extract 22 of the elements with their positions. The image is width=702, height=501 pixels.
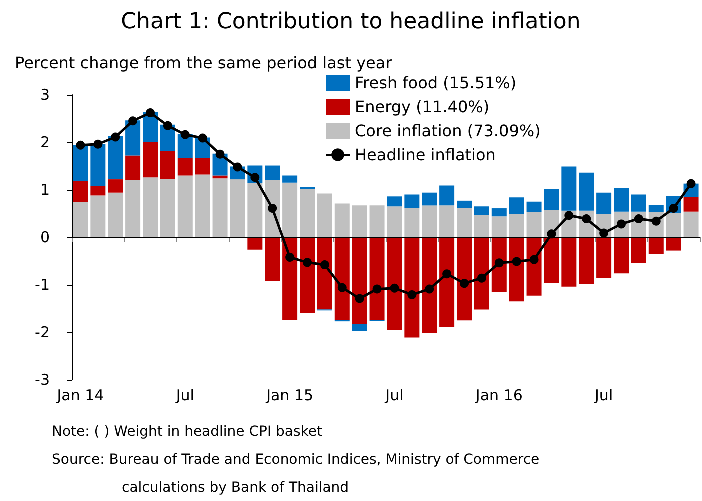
y-tick-label: 1 — [40, 181, 50, 199]
x-tick-label: Jul — [594, 386, 614, 404]
x-tick-label: Jan 16 — [474, 386, 523, 404]
y-tick-label: -3 — [35, 371, 50, 389]
legend-label: Energy (11.40%) — [355, 98, 490, 116]
legend-label: Core inflation (73.09%) — [355, 122, 541, 140]
y-tick-label: 0 — [40, 228, 50, 246]
y-tick-label: 2 — [40, 134, 50, 152]
chart-title: Chart 1: Contribution to headline inflation — [121, 10, 581, 34]
legend-label: Headline inflation — [355, 146, 496, 164]
legend-label: Fresh food (15.51%) — [355, 74, 517, 92]
y-tick-label: -1 — [35, 276, 50, 294]
y-tick-label: 3 — [40, 86, 50, 104]
x-tick-label: Jan 14 — [56, 386, 104, 404]
y-tick-label: -2 — [35, 324, 50, 342]
text: calculations by Bank of Thailand — [122, 480, 350, 496]
x-tick-label: Jul — [384, 386, 404, 404]
text: Note: ( ) Weight in headline CPI basket — [52, 424, 324, 440]
y-axis-title: Percent change from the same period last year — [15, 54, 393, 72]
x-tick-label: Jan 15 — [266, 386, 314, 404]
x-tick-label: Jul — [175, 386, 194, 404]
source-note: Source: Bureau of Trade and Economic Indices, Ministry of Commerce — [52, 452, 540, 468]
